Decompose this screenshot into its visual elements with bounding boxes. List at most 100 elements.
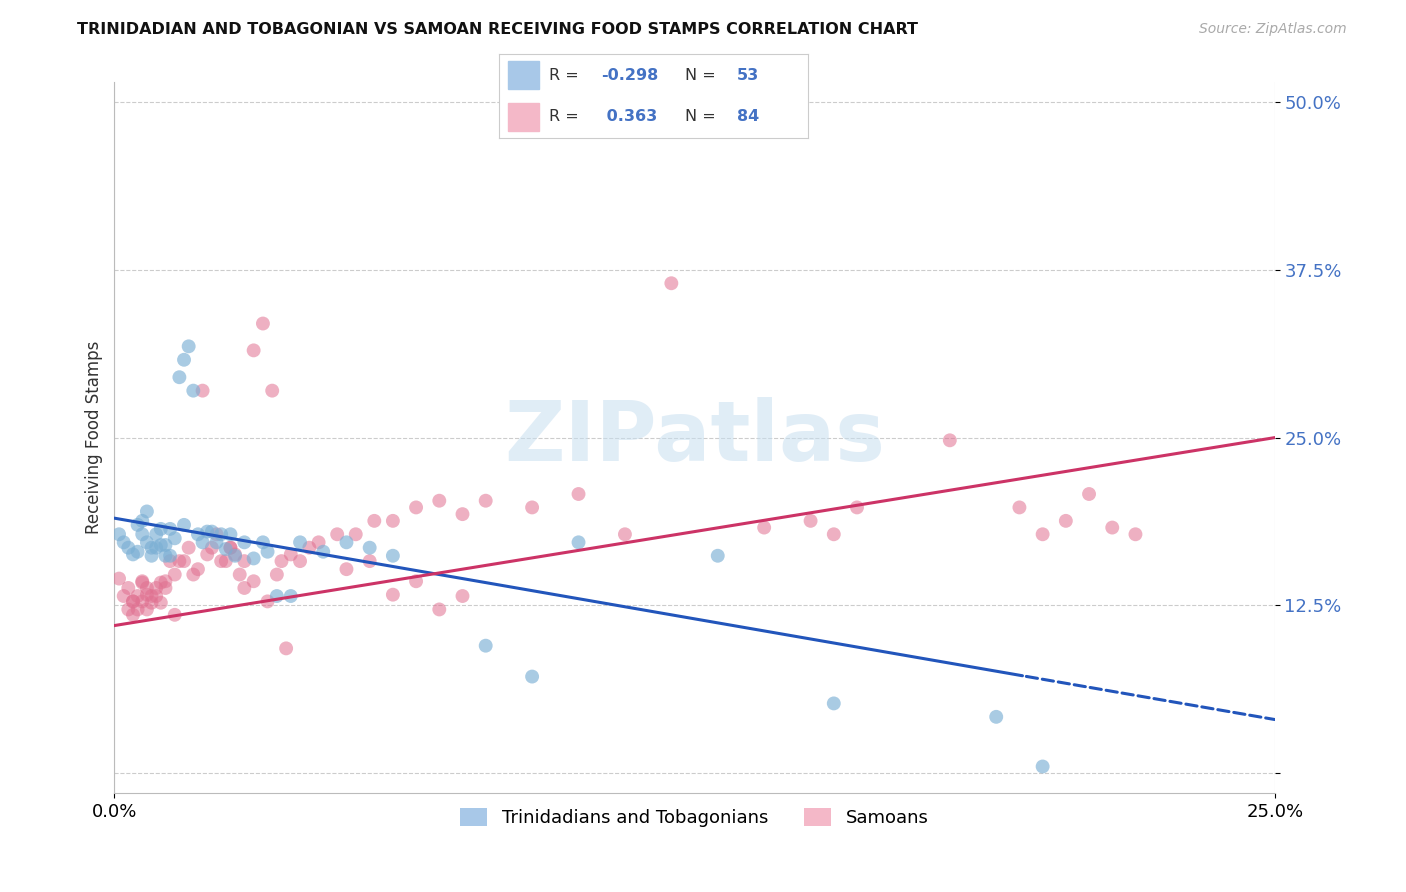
Point: [276, 641, 298, 656]
Point: [131, 575, 153, 590]
Point: [344, 527, 367, 541]
Point: [131, 527, 153, 541]
Point: [149, 522, 172, 536]
Point: [288, 535, 311, 549]
Point: [252, 535, 274, 549]
Point: [117, 541, 139, 555]
Point: [335, 535, 357, 549]
Point: [209, 554, 232, 568]
Point: [149, 538, 172, 552]
Point: [800, 514, 823, 528]
Point: [131, 594, 153, 608]
Point: [127, 602, 149, 616]
Point: [141, 541, 163, 555]
Point: [228, 567, 250, 582]
Point: [242, 551, 264, 566]
Point: [706, 549, 728, 563]
Point: [381, 514, 404, 528]
Point: [326, 527, 349, 541]
Point: [195, 524, 218, 539]
Point: [181, 384, 204, 398]
Point: [754, 520, 776, 534]
Point: [195, 548, 218, 562]
Point: [131, 514, 153, 528]
Point: [117, 602, 139, 616]
Point: [256, 594, 278, 608]
Point: [405, 500, 427, 515]
Point: [298, 541, 321, 555]
Point: [201, 524, 224, 539]
Point: [242, 574, 264, 589]
Point: [266, 567, 288, 582]
Point: [312, 545, 335, 559]
Point: [173, 554, 195, 568]
Y-axis label: Receiving Food Stamps: Receiving Food Stamps: [86, 341, 103, 534]
Point: [256, 545, 278, 559]
Point: [427, 493, 450, 508]
Point: [155, 574, 177, 589]
Point: [1008, 500, 1031, 515]
Point: [159, 522, 181, 536]
Point: [242, 343, 264, 358]
Point: [451, 507, 474, 521]
Point: [112, 535, 135, 549]
Point: [1125, 527, 1147, 541]
Point: [823, 527, 845, 541]
Point: [1101, 520, 1123, 534]
Text: Source: ZipAtlas.com: Source: ZipAtlas.com: [1199, 22, 1347, 37]
Point: [141, 596, 163, 610]
Point: [233, 581, 256, 595]
Point: [233, 554, 256, 568]
Point: [135, 535, 157, 549]
Point: [823, 697, 845, 711]
FancyBboxPatch shape: [509, 103, 540, 130]
Point: [187, 562, 209, 576]
Point: [219, 541, 242, 555]
Point: [163, 567, 186, 582]
Point: [215, 554, 238, 568]
Text: 84: 84: [737, 109, 759, 124]
Point: [135, 504, 157, 518]
Point: [127, 517, 149, 532]
Point: [474, 493, 496, 508]
Point: [381, 588, 404, 602]
Point: [122, 594, 145, 608]
Point: [986, 710, 1008, 724]
Point: [846, 500, 869, 515]
Point: [145, 527, 167, 541]
Point: [224, 549, 246, 563]
Point: [359, 541, 381, 555]
Point: [405, 574, 427, 589]
Text: R =: R =: [548, 109, 583, 124]
Point: [173, 352, 195, 367]
Point: [177, 541, 200, 555]
Text: N =: N =: [685, 109, 721, 124]
Point: [280, 589, 302, 603]
Point: [266, 589, 288, 603]
Point: [112, 589, 135, 603]
Point: [149, 596, 172, 610]
Point: [567, 535, 589, 549]
Point: [224, 548, 246, 562]
Point: [122, 548, 145, 562]
Point: [141, 589, 163, 603]
Point: [1078, 487, 1101, 501]
Text: N =: N =: [685, 68, 721, 83]
Point: [135, 581, 157, 595]
Point: [149, 575, 172, 590]
Point: [173, 517, 195, 532]
Point: [659, 277, 682, 291]
Point: [169, 554, 191, 568]
Point: [381, 549, 404, 563]
Point: [205, 527, 228, 541]
Point: [270, 554, 292, 568]
Point: [567, 487, 589, 501]
Text: TRINIDADIAN AND TOBAGONIAN VS SAMOAN RECEIVING FOOD STAMPS CORRELATION CHART: TRINIDADIAN AND TOBAGONIAN VS SAMOAN REC…: [77, 22, 918, 37]
Point: [191, 384, 214, 398]
Text: R =: R =: [548, 68, 583, 83]
Point: [308, 535, 330, 549]
Point: [127, 589, 149, 603]
Point: [131, 574, 153, 589]
Text: 0.363: 0.363: [602, 109, 658, 124]
Point: [108, 572, 131, 586]
